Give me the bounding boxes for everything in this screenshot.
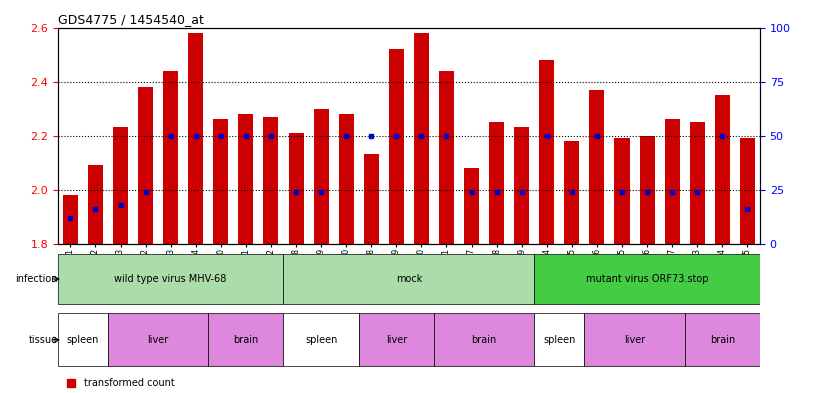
FancyBboxPatch shape (208, 314, 283, 366)
Bar (239, 114, 254, 244)
Bar (639, 136, 655, 244)
Bar (489, 122, 504, 244)
Text: brain: brain (233, 335, 259, 345)
Bar (138, 87, 153, 244)
Text: infection: infection (16, 274, 58, 284)
FancyBboxPatch shape (685, 314, 760, 366)
Bar (615, 138, 629, 244)
Text: liver: liver (386, 335, 407, 345)
Bar (88, 165, 103, 244)
FancyBboxPatch shape (58, 314, 108, 366)
Bar (514, 127, 529, 244)
Bar (714, 95, 730, 244)
Text: wild type virus MHV-68: wild type virus MHV-68 (115, 274, 227, 284)
Text: spleen: spleen (67, 335, 99, 345)
Text: tissue: tissue (29, 335, 58, 345)
Bar (690, 122, 705, 244)
Text: brain: brain (472, 335, 496, 345)
Bar (564, 141, 579, 244)
Text: spleen: spleen (544, 335, 576, 345)
FancyBboxPatch shape (534, 314, 585, 366)
Legend: transformed count, percentile rank within the sample: transformed count, percentile rank withi… (63, 374, 253, 393)
FancyBboxPatch shape (283, 314, 358, 366)
Bar (339, 114, 354, 244)
FancyBboxPatch shape (358, 314, 434, 366)
FancyBboxPatch shape (108, 314, 208, 366)
Text: brain: brain (710, 335, 735, 345)
Text: liver: liver (148, 335, 169, 345)
Bar (539, 60, 554, 244)
Bar (439, 71, 454, 244)
Bar (288, 133, 304, 244)
Bar (414, 33, 429, 244)
FancyBboxPatch shape (585, 314, 685, 366)
FancyBboxPatch shape (58, 254, 283, 304)
Text: GDS4775 / 1454540_at: GDS4775 / 1454540_at (58, 13, 204, 26)
Bar (188, 33, 203, 244)
Bar (740, 138, 755, 244)
Text: spleen: spleen (305, 335, 337, 345)
Bar (590, 90, 605, 244)
Bar (665, 119, 680, 244)
Bar (389, 49, 404, 244)
Text: liver: liver (624, 335, 645, 345)
Bar (113, 127, 128, 244)
Bar (213, 119, 228, 244)
Bar (363, 154, 379, 244)
Bar (263, 117, 278, 244)
Text: mock: mock (396, 274, 422, 284)
Text: mutant virus ORF73.stop: mutant virus ORF73.stop (586, 274, 709, 284)
FancyBboxPatch shape (534, 254, 760, 304)
Bar (464, 168, 479, 244)
Bar (63, 195, 78, 244)
Bar (164, 71, 178, 244)
FancyBboxPatch shape (283, 254, 534, 304)
Bar (314, 108, 329, 244)
FancyBboxPatch shape (434, 314, 534, 366)
